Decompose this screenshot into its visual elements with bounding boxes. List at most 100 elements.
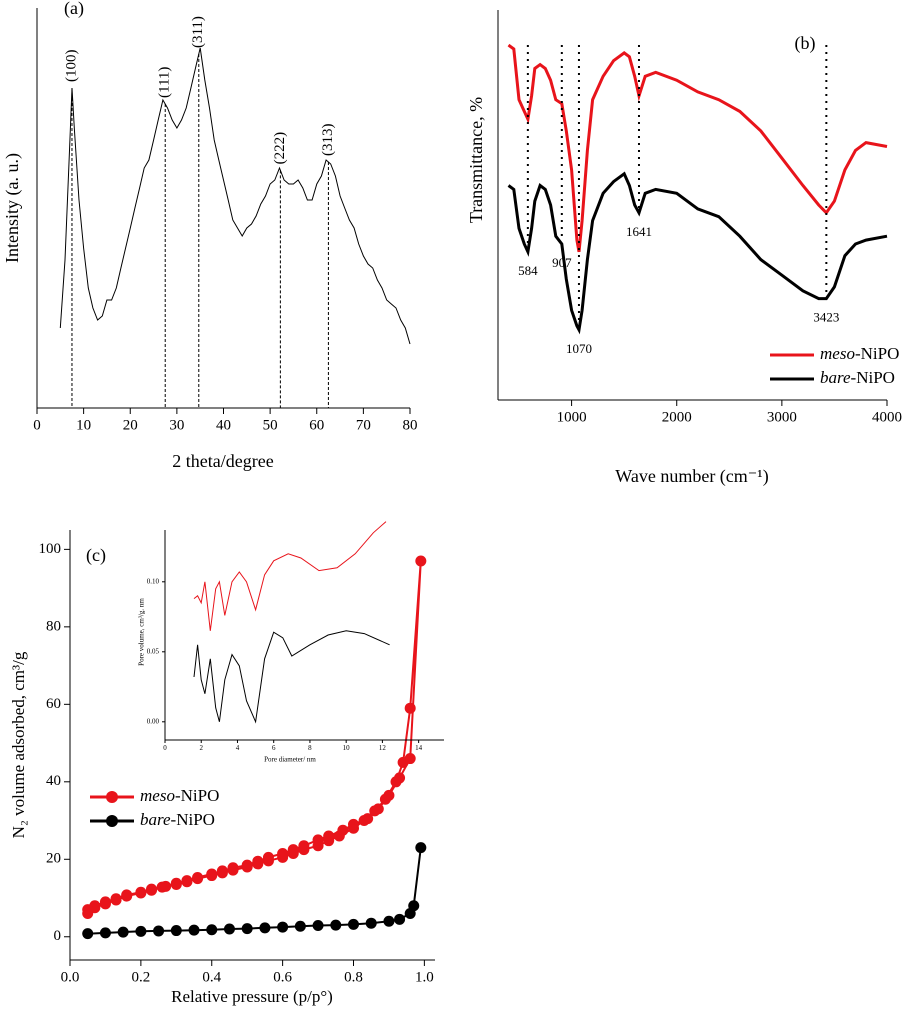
data-point — [170, 877, 182, 889]
data-point — [241, 859, 253, 871]
data-point — [82, 904, 94, 916]
y-tick-label: 80 — [46, 618, 61, 634]
peak-label: (222) — [272, 132, 288, 165]
data-point — [181, 875, 193, 887]
peak-label: 3423 — [813, 310, 839, 325]
data-point — [415, 842, 427, 854]
series-line — [193, 521, 387, 631]
series-line — [193, 630, 390, 724]
data-point — [82, 928, 94, 940]
data-point — [337, 824, 349, 836]
y-tick-label: 0.10 — [147, 577, 160, 585]
y-tick-label: 60 — [46, 696, 61, 712]
panel-label: (b) — [795, 33, 816, 54]
x-tick-label: 0.6 — [273, 969, 292, 985]
data-point — [408, 900, 420, 912]
data-point — [277, 921, 289, 933]
data-point — [241, 923, 253, 935]
data-point — [362, 813, 374, 825]
y-axis-label: N₂ volume adsorbed, cm³/g — [9, 651, 28, 838]
data-point — [153, 925, 165, 937]
data-point — [383, 915, 395, 927]
data-point — [330, 919, 342, 931]
data-point — [287, 844, 299, 856]
data-point — [121, 889, 133, 901]
x-tick-label: 40 — [216, 417, 231, 433]
x-tick-label: 2 — [199, 744, 203, 752]
legend-label: meso-NiPO — [140, 786, 219, 805]
peak-label: (311) — [190, 16, 206, 48]
y-axis-label: Intensity (a. u.) — [2, 153, 23, 263]
x-axis-label: Pore diameter/ nm — [264, 756, 316, 764]
legend-label: bare-NiPO — [820, 368, 895, 387]
panel-label: (a) — [64, 0, 84, 19]
legend-label: meso-NiPO — [820, 344, 899, 363]
peak-label: 584 — [518, 263, 538, 278]
legend-marker — [106, 791, 118, 803]
data-point — [110, 893, 122, 905]
data-point — [298, 840, 310, 852]
x-tick-label: 0 — [163, 744, 167, 752]
data-point — [206, 868, 218, 880]
data-point — [372, 803, 384, 815]
x-tick-label: 70 — [356, 417, 371, 433]
data-point — [259, 922, 271, 934]
data-point — [404, 702, 416, 714]
x-tick-label: 4000 — [872, 409, 902, 425]
data-point — [160, 880, 172, 892]
data-point — [135, 886, 147, 898]
data-point — [146, 883, 158, 895]
x-tick-label: 0 — [33, 417, 41, 433]
x-tick-label: 0.8 — [344, 969, 363, 985]
y-tick-label: 20 — [46, 851, 61, 867]
peak-label: (100) — [63, 50, 79, 83]
x-tick-label: 10 — [76, 417, 91, 433]
data-point — [394, 772, 406, 784]
data-point — [415, 555, 427, 567]
peak-label: (111) — [157, 67, 173, 98]
x-tick-label: 4 — [236, 744, 240, 752]
x-tick-label: 30 — [169, 417, 184, 433]
data-point — [223, 923, 235, 935]
data-point — [252, 855, 264, 867]
x-tick-label: 6 — [272, 744, 276, 752]
x-tick-label: 20 — [123, 417, 138, 433]
data-point — [135, 925, 147, 937]
data-point — [192, 871, 204, 883]
y-tick-label: 0.00 — [147, 717, 160, 725]
data-point — [312, 834, 324, 846]
x-tick-label: 0.2 — [131, 969, 150, 985]
data-point — [383, 789, 395, 801]
series-line — [507, 43, 888, 253]
peak-label: 1070 — [566, 341, 592, 356]
x-tick-label: 3000 — [767, 409, 797, 425]
data-point — [99, 896, 111, 908]
data-point — [294, 920, 306, 932]
data-point — [117, 926, 129, 938]
data-point — [262, 851, 274, 863]
y-axis-label: Transmittance, % — [466, 97, 486, 223]
y-axis-label: Pore volume, cm³/g. nm — [138, 598, 146, 666]
data-point — [347, 918, 359, 930]
x-tick-label: 8 — [308, 744, 312, 752]
x-tick-label: 2000 — [662, 409, 692, 425]
data-point — [394, 913, 406, 925]
x-axis-label: 2 theta/degree — [172, 451, 273, 471]
data-point — [323, 830, 335, 842]
x-tick-label: 0.0 — [61, 969, 80, 985]
data-point — [404, 753, 416, 765]
data-point — [188, 924, 200, 936]
series-line — [59, 47, 411, 345]
data-point — [312, 920, 324, 932]
x-tick-label: 14 — [415, 744, 423, 752]
data-point — [347, 818, 359, 830]
x-axis-label: Wave number (cm⁻¹) — [615, 466, 768, 487]
data-point — [206, 924, 218, 936]
x-tick-label: 0.4 — [202, 969, 221, 985]
data-point — [365, 917, 377, 929]
legend-label: bare-NiPO — [140, 810, 215, 829]
y-tick-label: 100 — [39, 541, 62, 557]
panel-label: (c) — [86, 545, 106, 566]
data-point — [170, 925, 182, 937]
data-point — [227, 862, 239, 874]
